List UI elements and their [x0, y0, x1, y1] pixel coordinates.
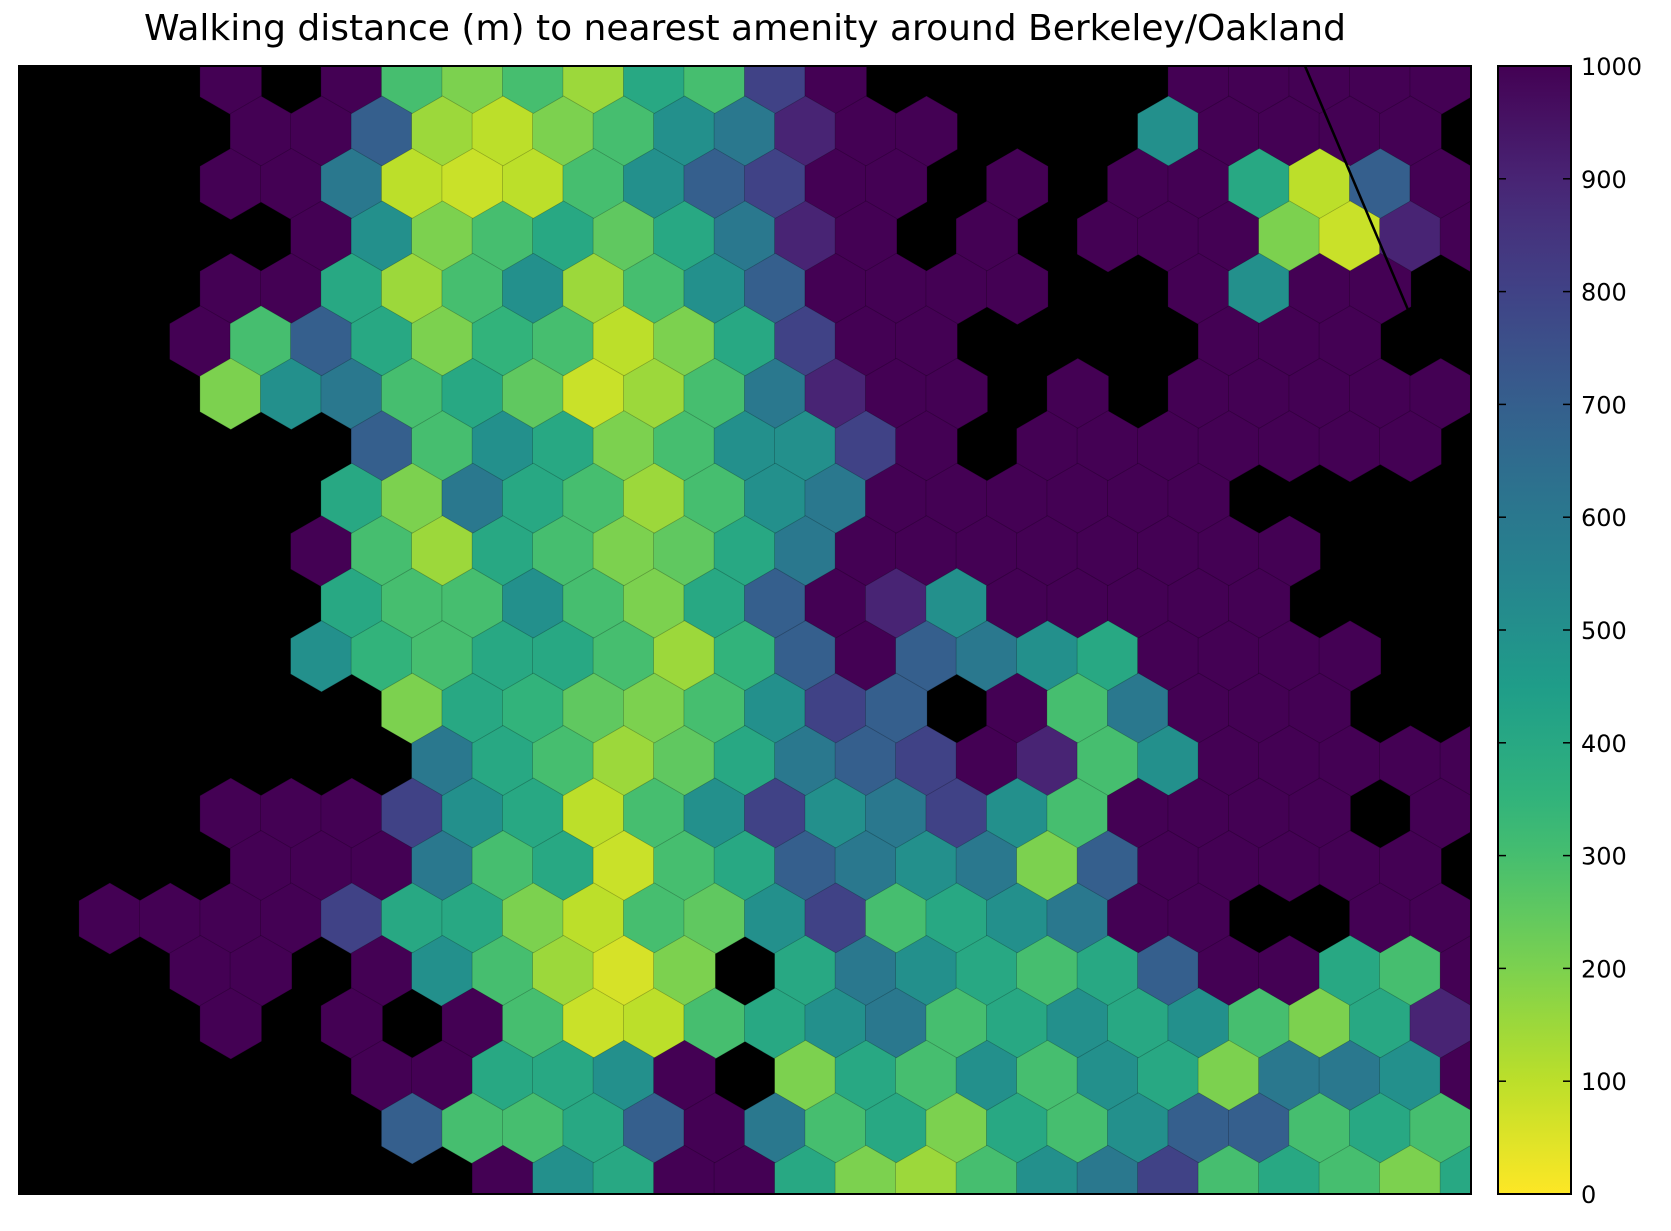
colorbar-tick-label: 1000: [1581, 53, 1642, 81]
colorbar-tick-label: 0: [1581, 1181, 1596, 1209]
chart-title: Walking distance (m) to nearest amenity …: [144, 8, 1346, 49]
hex-bin: [986, 252, 1049, 326]
hex-bin: [1439, 200, 1471, 273]
hex-bin: [1439, 934, 1471, 1008]
colorbar-tick-label: 500: [1581, 617, 1627, 645]
boundary-line: [1303, 66, 1430, 358]
colorbar-tick-label: 700: [1581, 391, 1627, 419]
hex-bin: [1439, 725, 1471, 798]
colorbar-tick-label: 400: [1581, 730, 1627, 758]
colorbar: [1497, 65, 1572, 1195]
hex-bin: [1439, 1039, 1471, 1113]
hex-bin: [199, 987, 263, 1060]
colorbar-tick-label: 900: [1581, 166, 1627, 194]
plot-frame: [18, 65, 1472, 1195]
hex-layer: [78, 66, 1471, 1194]
colorbar-tick-label: 200: [1581, 955, 1627, 983]
colorbar-tick-label: 800: [1581, 279, 1627, 307]
colorbar-tick-label: 100: [1581, 1068, 1627, 1096]
colorbar-tick-label: 600: [1581, 504, 1627, 532]
colorbar-tick-label: 300: [1581, 843, 1627, 871]
hex-bin: [1379, 410, 1442, 483]
hex-bin: [1439, 1144, 1471, 1194]
